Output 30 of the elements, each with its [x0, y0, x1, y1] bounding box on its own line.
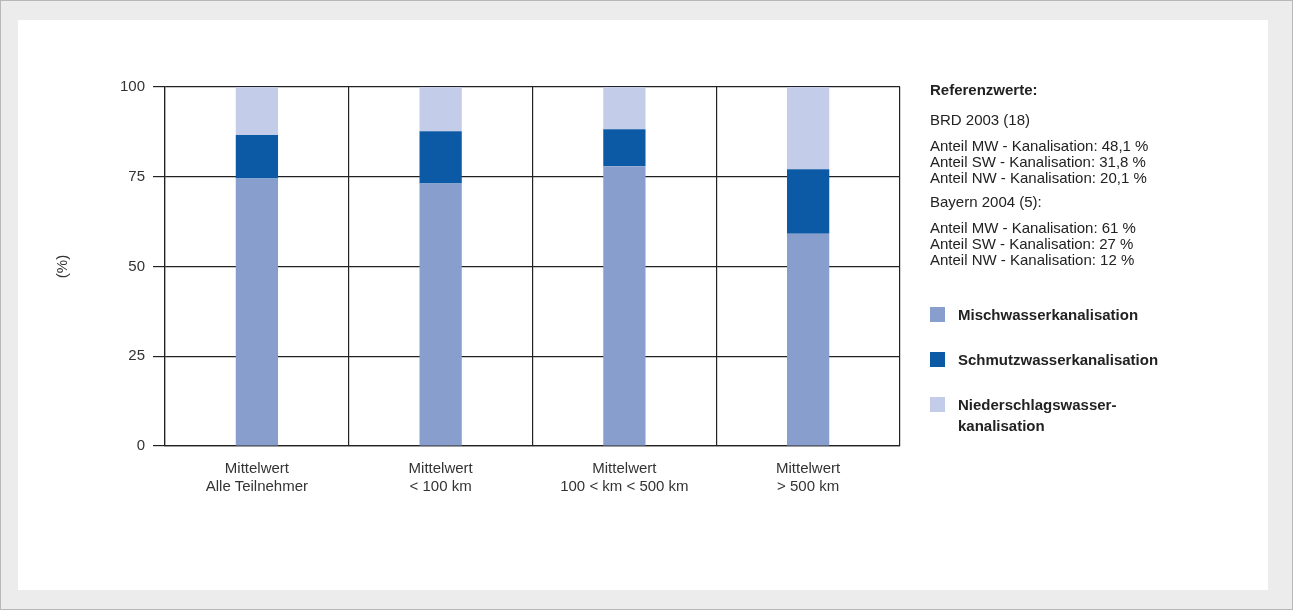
bar	[235, 178, 279, 446]
legend-label: Schmutzwasserkanalisation	[958, 350, 1159, 370]
legend-label: Mischwasserkanalisation	[958, 305, 1139, 325]
text: Anteil MW - Kanalisation: 61 % Anteil SW - Kanalisation: 27 % Anteil NW - Kanalisation: 12 %	[930, 219, 1137, 268]
text: Bayern 2004 (5):	[930, 193, 1043, 210]
bar	[603, 129, 646, 167]
bar	[787, 169, 830, 234]
text: Referenzwerte:	[930, 81, 1039, 98]
text: BRD 2003 (18)	[930, 111, 1032, 128]
bar	[603, 87, 646, 130]
bar	[787, 233, 830, 446]
y-tick-label: 0	[136, 436, 146, 454]
bar	[419, 183, 462, 446]
bar	[235, 87, 279, 136]
y-axis-title: (%)	[53, 254, 71, 279]
bar	[235, 135, 279, 179]
y-tick-label: 100	[120, 77, 146, 95]
legend-label: Niederschlagswasser- kanalisation	[958, 395, 1117, 436]
y-tick-label: 75	[128, 166, 146, 184]
bar	[419, 87, 462, 132]
bar	[603, 166, 646, 446]
x-tick-label: Mittelwert > 500 km	[776, 459, 842, 495]
y-tick-label: 25	[128, 346, 146, 364]
y-tick-label: 50	[128, 256, 146, 274]
x-tick-label: Mittelwert 100 < km < 500 km	[560, 459, 689, 495]
bar	[787, 87, 830, 170]
x-tick-label: Mittelwert Alle Teilnehmer	[205, 459, 309, 495]
text: Anteil MW - Kanalisation: 48,1 % Anteil SW - Kanalisation: 31,8 % Anteil NW - Kanalisation: 20,1 %	[930, 137, 1150, 186]
bar	[419, 131, 462, 184]
x-tick-label: Mittelwert < 100 km	[408, 459, 474, 495]
